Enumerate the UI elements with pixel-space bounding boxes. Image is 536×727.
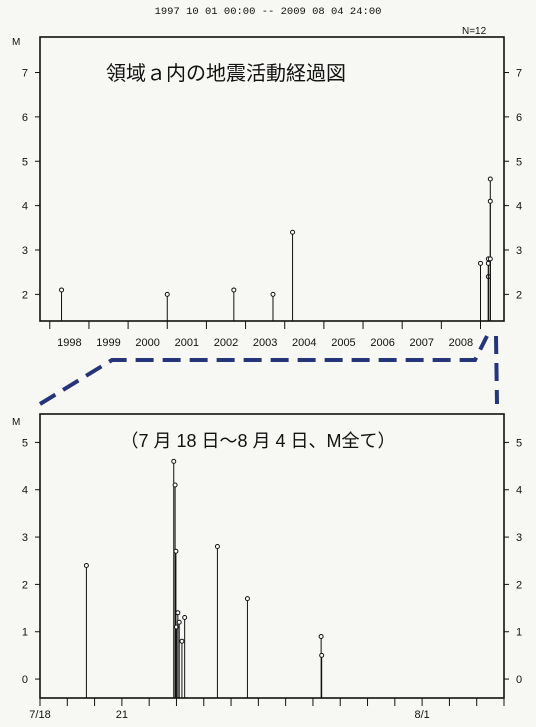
event-point	[59, 287, 65, 293]
y-tick-label-left: 6	[22, 112, 28, 124]
x-tick-label: 21	[116, 709, 128, 721]
y-tick-label-right: 4	[516, 201, 522, 213]
zoom-connector-right	[494, 335, 499, 405]
event-point	[214, 544, 220, 550]
x-tick-label: 2004	[292, 337, 316, 349]
event-point	[487, 198, 493, 204]
event-point	[485, 260, 491, 266]
event-point	[478, 260, 484, 266]
y-tick-label-right: 2	[516, 289, 522, 301]
y-tick-label-right: 2	[516, 579, 522, 591]
y-tick-label-right: 7	[516, 68, 522, 80]
y-tick-label-left: 3	[22, 532, 28, 544]
x-tick-label: 2008	[449, 337, 473, 349]
event-point	[83, 562, 89, 568]
y-tick-label-left: 5	[22, 156, 28, 168]
y-tick-label-right: 5	[516, 437, 522, 449]
event-point	[171, 458, 177, 464]
event-point	[176, 619, 182, 625]
zoom-connector-left	[38, 335, 489, 406]
y-tick-label-left: 1	[22, 627, 28, 639]
event-point	[270, 291, 276, 297]
x-tick-label: 2006	[370, 337, 394, 349]
event-point	[318, 633, 324, 639]
y-tick-label-left: 4	[22, 201, 28, 213]
y-tick-label-left: 0	[22, 674, 28, 686]
y-tick-label-left: 2	[22, 289, 28, 301]
x-tick-label: 2003	[253, 337, 277, 349]
x-tick-label: 2007	[410, 337, 434, 349]
y-tick-label-right: 3	[516, 245, 522, 257]
top-chart-title: 領域ａ内の地震活動経過図	[106, 62, 346, 85]
event-point	[179, 638, 185, 644]
y-tick-label-left: 2	[22, 579, 28, 591]
y-tick-label-left: 4	[22, 485, 28, 497]
bottom-y-axis-label: M	[12, 417, 20, 428]
event-point	[175, 610, 181, 616]
event-point	[290, 229, 296, 235]
x-tick-label: 1999	[96, 337, 120, 349]
top-y-axis-label: M	[12, 37, 20, 48]
event-point	[487, 176, 493, 182]
bottom-plot-frame	[39, 413, 505, 699]
event-point	[319, 652, 325, 658]
y-tick-label-right: 0	[516, 674, 522, 686]
x-tick-label: 2005	[331, 337, 355, 349]
x-tick-label: 7/18	[29, 709, 50, 721]
y-tick-label-left: 3	[22, 245, 28, 257]
x-tick-label: 2000	[135, 337, 159, 349]
bottom-chart-title: （7 月 18 日～8 月 4 日、M全て）	[120, 431, 395, 451]
event-point	[164, 291, 170, 297]
event-point	[487, 256, 493, 262]
y-tick-label-left: 7	[22, 68, 28, 80]
top-chart-marks: 2 2 3 3 4 4 5 5 6 6 7 7 1998 1999 2000 2001 2002 2003 2004…	[22, 68, 522, 350]
y-tick-label-right: 6	[516, 112, 522, 124]
event-point	[244, 596, 250, 602]
event-point	[173, 548, 179, 554]
top-plot-frame	[39, 36, 505, 322]
x-tick-label: 1998	[57, 337, 81, 349]
x-tick-label: 2001	[175, 337, 199, 349]
event-point	[231, 287, 237, 293]
event-count-label: N=12	[462, 26, 487, 37]
y-tick-label-left: 5	[22, 437, 28, 449]
y-tick-label-right: 1	[516, 627, 522, 639]
x-tick-label: 2002	[214, 337, 238, 349]
y-tick-label-right: 4	[516, 485, 522, 497]
y-tick-label-right: 5	[516, 156, 522, 168]
event-point	[182, 615, 188, 621]
date-range-header: 1997 10 01 00:00 -- 2009 08 04 24:00	[155, 6, 382, 18]
event-point	[172, 482, 178, 488]
x-tick-label: 8/1	[414, 709, 429, 721]
bottom-chart-marks: 0 0 1 1 2 2 3 3 4 4 5 5 7/18 21 8/1	[22, 437, 522, 721]
y-tick-label-right: 3	[516, 532, 522, 544]
